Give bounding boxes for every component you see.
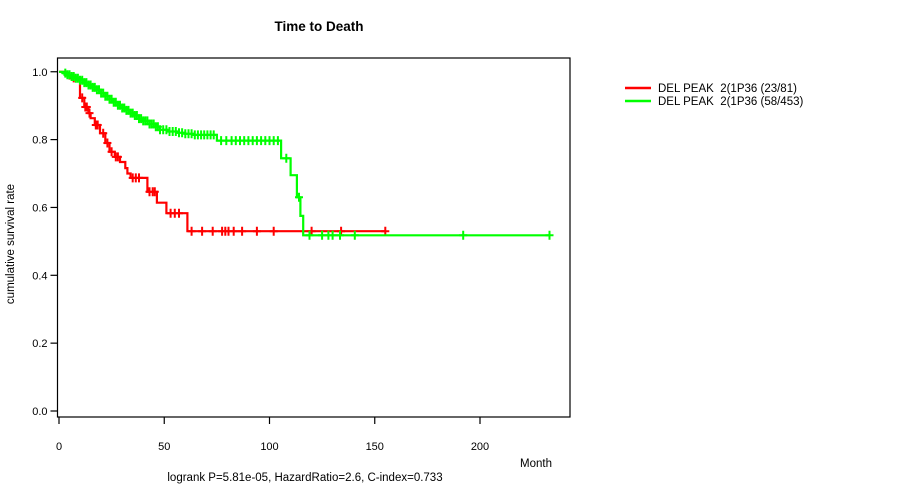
censor-marks-group2 — [61, 68, 554, 240]
y-axis-title: cumulative survival rate — [5, 184, 17, 304]
y-tick-label: 1.0 — [32, 67, 47, 79]
legend: DEL PEAK 2(1P36 (23/81) DEL PEAK 2(1P36 … — [625, 83, 803, 108]
survival-curve-group2 — [59, 70, 550, 237]
x-tick-label: 0 — [56, 441, 62, 453]
legend-label-group1: DEL PEAK 2(1P36 (23/81) — [658, 83, 797, 95]
x-tick-label: 100 — [260, 441, 278, 453]
x-axis-title: Month — [520, 458, 552, 470]
y-tick-label: 0.4 — [32, 270, 47, 282]
chart-title: Time to Death — [274, 19, 363, 34]
x-tick-label: 150 — [366, 441, 384, 453]
y-tick-label: 0.0 — [32, 406, 47, 418]
plot-area-border — [56, 57, 571, 418]
y-tick-label: 0.6 — [32, 202, 47, 214]
y-tick-label: 0.2 — [32, 338, 47, 350]
y-tick-label: 0.8 — [32, 135, 47, 147]
plot-dynamic-content: 0 50 100 150 200 0.0 0.2 0.4 0.6 0.8 1.0 — [32, 67, 554, 453]
x-tick-label: 200 — [471, 441, 489, 453]
x-tick-label: 50 — [158, 441, 170, 453]
legend-label-group2: DEL PEAK 2(1P36 (58/453) — [658, 96, 803, 108]
stats-caption: logrank P=5.81e-05, HazardRatio=2.6, C-i… — [167, 472, 442, 484]
